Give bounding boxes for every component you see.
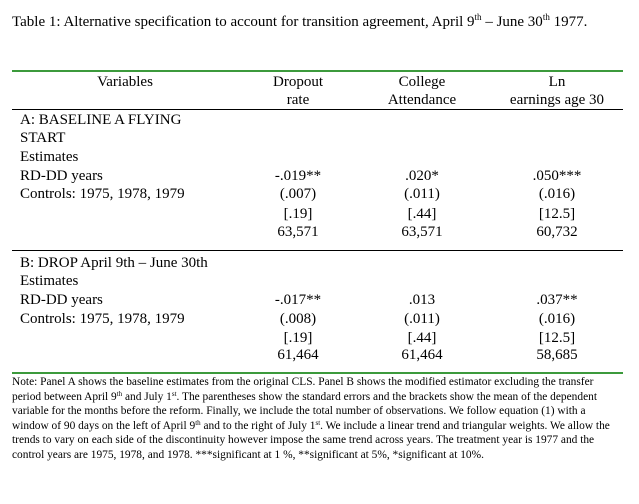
caption-sup-2: th (542, 12, 550, 22)
panel-a-earnings-n: 60,732 (536, 224, 578, 240)
header-earnings-line2: earnings age 30 (509, 92, 605, 108)
header-top-rule (12, 70, 623, 72)
note-sup-3: th (195, 418, 201, 427)
panel-a-college-n: 63,571 (401, 224, 443, 240)
panel-a-dropout-n: 63,571 (277, 224, 319, 240)
panel-b-dropout-se: (.008) (279, 311, 317, 327)
panel-b-college-n: 61,464 (401, 347, 443, 363)
panel-b-earnings-n: 58,685 (536, 347, 578, 363)
panel-separator-rule (12, 250, 623, 251)
panel-b-earnings-coef: .037** (536, 292, 578, 308)
note-sup-1: th (116, 389, 123, 398)
caption-sup-1: th (474, 12, 482, 22)
panel-b-college-coef: .013 (408, 292, 436, 308)
panel-a-controls-label: Controls: 1975, 1978, 1979 (20, 186, 185, 202)
panel-a-earnings-mean: [12.5] (538, 206, 576, 222)
panel-b-earnings-mean: [12.5] (538, 330, 576, 346)
header-earnings-line1: Ln (548, 74, 566, 90)
panel-b-dropout-coef: -.017** (274, 292, 322, 308)
caption-text-2: – June 30 (481, 14, 543, 30)
header-college-line1: College (398, 74, 446, 90)
panel-a-estimates-label: Estimates (20, 149, 79, 165)
panel-b-dropout-n: 61,464 (277, 347, 319, 363)
panel-b-title: B: DROP April 9th – June 30th (20, 255, 208, 271)
table-note: Note: Panel A shows the baseline estimat… (12, 375, 624, 463)
note-part-4: and to the right of July 1 (200, 419, 316, 432)
note-sup-2: st (171, 389, 177, 398)
panel-b-college-se: (.011) (404, 311, 440, 327)
caption-text-3: 1977. (549, 14, 588, 30)
panel-b-rdd-label: RD-DD years (20, 292, 103, 308)
table-caption: Table 1: Alternative specification to ac… (12, 13, 622, 32)
panel-b-controls-label: Controls: 1975, 1978, 1979 (20, 311, 185, 327)
table-bottom-rule (12, 372, 623, 374)
note-part-5: . We include a linear trend and triangul… (12, 419, 610, 461)
panel-a-dropout-mean: [.19] (283, 206, 313, 222)
note-part-1: Note: Panel A shows the baseline estimat… (12, 376, 594, 403)
panel-a-college-se: (.011) (404, 186, 440, 202)
panel-a-rdd-label: RD-DD years (20, 168, 103, 184)
panel-b-earnings-se: (.016) (538, 311, 576, 327)
panel-a-earnings-coef: .050*** (532, 168, 582, 184)
panel-a-earnings-se: (.016) (538, 186, 576, 202)
note-part-2: and July 1 (122, 390, 172, 403)
panel-a-college-mean: [.44] (407, 206, 437, 222)
header-dropout-line1: Dropout (273, 74, 323, 90)
header-variables: Variables (97, 74, 153, 90)
note-part-3: . The parentheses show the standard erro… (12, 390, 597, 432)
header-college-line2: Attendance (387, 92, 457, 108)
panel-a-dropout-coef: -.019** (274, 168, 322, 184)
caption-text-1: Table 1: Alternative specification to ac… (12, 14, 475, 30)
panel-b-college-mean: [.44] (407, 330, 437, 346)
header-bottom-rule (12, 109, 623, 110)
header-dropout-line2: rate (286, 92, 310, 108)
panel-b-estimates-label: Estimates (20, 273, 79, 289)
panel-a-title-line2: START (20, 130, 66, 146)
panel-b-dropout-mean: [.19] (283, 330, 313, 346)
panel-a-title-line1: A: BASELINE A FLYING (20, 112, 182, 128)
panel-a-dropout-se: (.007) (279, 186, 317, 202)
note-sup-4: st (315, 418, 321, 427)
panel-a-college-coef: .020* (405, 168, 439, 184)
